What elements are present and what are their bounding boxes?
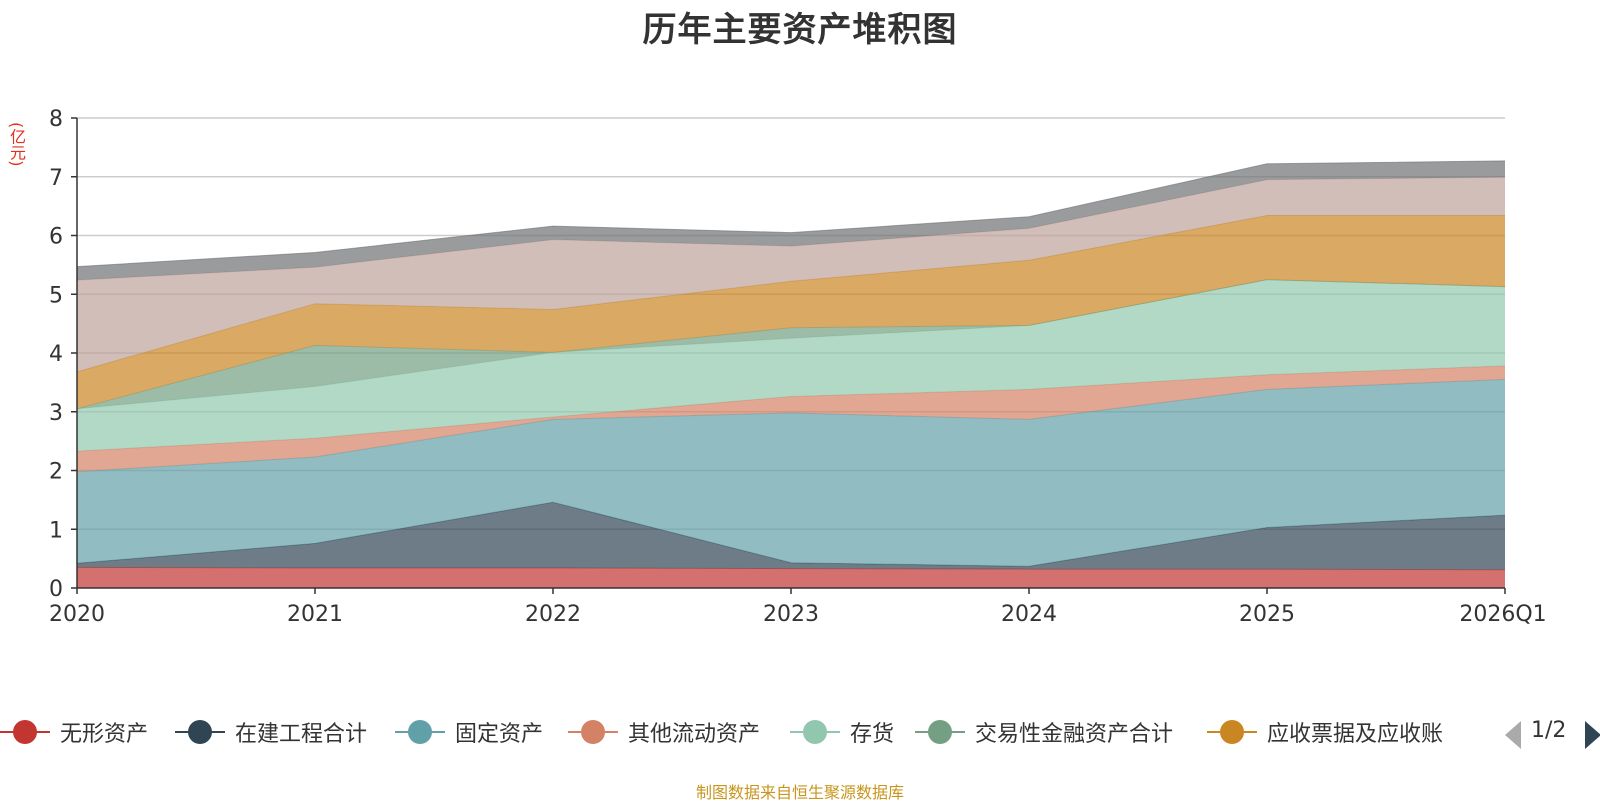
area-series-5 [77, 279, 1505, 452]
area-series-3 [77, 379, 1505, 567]
x-tick-label: 2021 [287, 602, 343, 627]
legend-label: 应收票据及应收账 [1267, 722, 1444, 747]
x-tick-label: 2023 [763, 602, 819, 627]
x-tick-label: 2020 [49, 602, 105, 627]
y-tick-label: 2 [49, 460, 63, 485]
x-tick-label: 2025 [1239, 602, 1295, 627]
y-tick-label: 8 [49, 107, 63, 132]
legend-label: 固定资产 [455, 722, 544, 747]
x-tick-label: 2024 [1001, 602, 1057, 627]
legend: 无形资产 在建工程合计 固定资产 其他流动资产 存货 交易性 [0, 715, 1600, 755]
legend-page-indicator: 1/2 [1531, 718, 1567, 743]
legend-next-page-icon[interactable] [1585, 721, 1600, 749]
y-axis-unit-label: (亿元) [7, 122, 26, 167]
legend-label: 存货 [850, 722, 895, 747]
legend-prev-page-icon[interactable] [1505, 721, 1521, 749]
legend-label: 其他流动资产 [628, 722, 761, 747]
data-source-note: 制图数据来自恒生聚源数据库 [695, 783, 904, 802]
legend-pager: 1/2 [1505, 718, 1600, 752]
legend-marker-icon [790, 717, 840, 747]
legend-item-trading-financial-assets[interactable]: 交易性金融资产合计 [915, 715, 1173, 749]
legend-marker-icon [1207, 717, 1257, 747]
y-tick-label: 5 [49, 283, 63, 308]
legend-item-other-current-assets[interactable]: 其他流动资产 [568, 715, 760, 749]
legend-label: 无形资产 [60, 722, 149, 747]
legend-label: 交易性金融资产合计 [975, 722, 1174, 747]
area-series-7 [77, 215, 1505, 409]
legend-label: 在建工程合计 [235, 722, 368, 747]
y-tick-label: 3 [49, 401, 63, 426]
legend-marker-icon [395, 717, 445, 747]
area-series-4 [77, 365, 1505, 472]
legend-item-intangible-assets[interactable]: 无形资产 [0, 715, 148, 749]
chart-title: 历年主要资产堆积图 [642, 10, 958, 50]
legend-marker-icon [0, 717, 50, 747]
legend-marker-icon [175, 717, 225, 747]
y-tick-label: 4 [49, 342, 63, 367]
x-tick-label: 2026Q1 [1459, 602, 1546, 627]
legend-marker-icon [915, 717, 965, 747]
area-series-2 [77, 502, 1505, 570]
legend-item-fixed-assets[interactable]: 固定资产 [395, 715, 543, 749]
area-series-1 [77, 567, 1505, 588]
y-tick-label: 0 [49, 577, 63, 602]
area-series-line-9 [76, 160, 1506, 268]
y-tick-label: 6 [49, 225, 63, 250]
area-series-8 [77, 177, 1505, 372]
legend-item-construction-in-progress[interactable]: 在建工程合计 [175, 715, 367, 749]
y-tick-label: 1 [49, 518, 63, 543]
y-tick-label: 7 [49, 166, 63, 191]
legend-item-inventory[interactable]: 存货 [790, 715, 894, 749]
legend-item-notes-and-accounts-receivable[interactable]: 应收票据及应收账 [1207, 715, 1443, 749]
x-tick-label: 2022 [525, 602, 581, 627]
legend-marker-icon [568, 717, 618, 747]
